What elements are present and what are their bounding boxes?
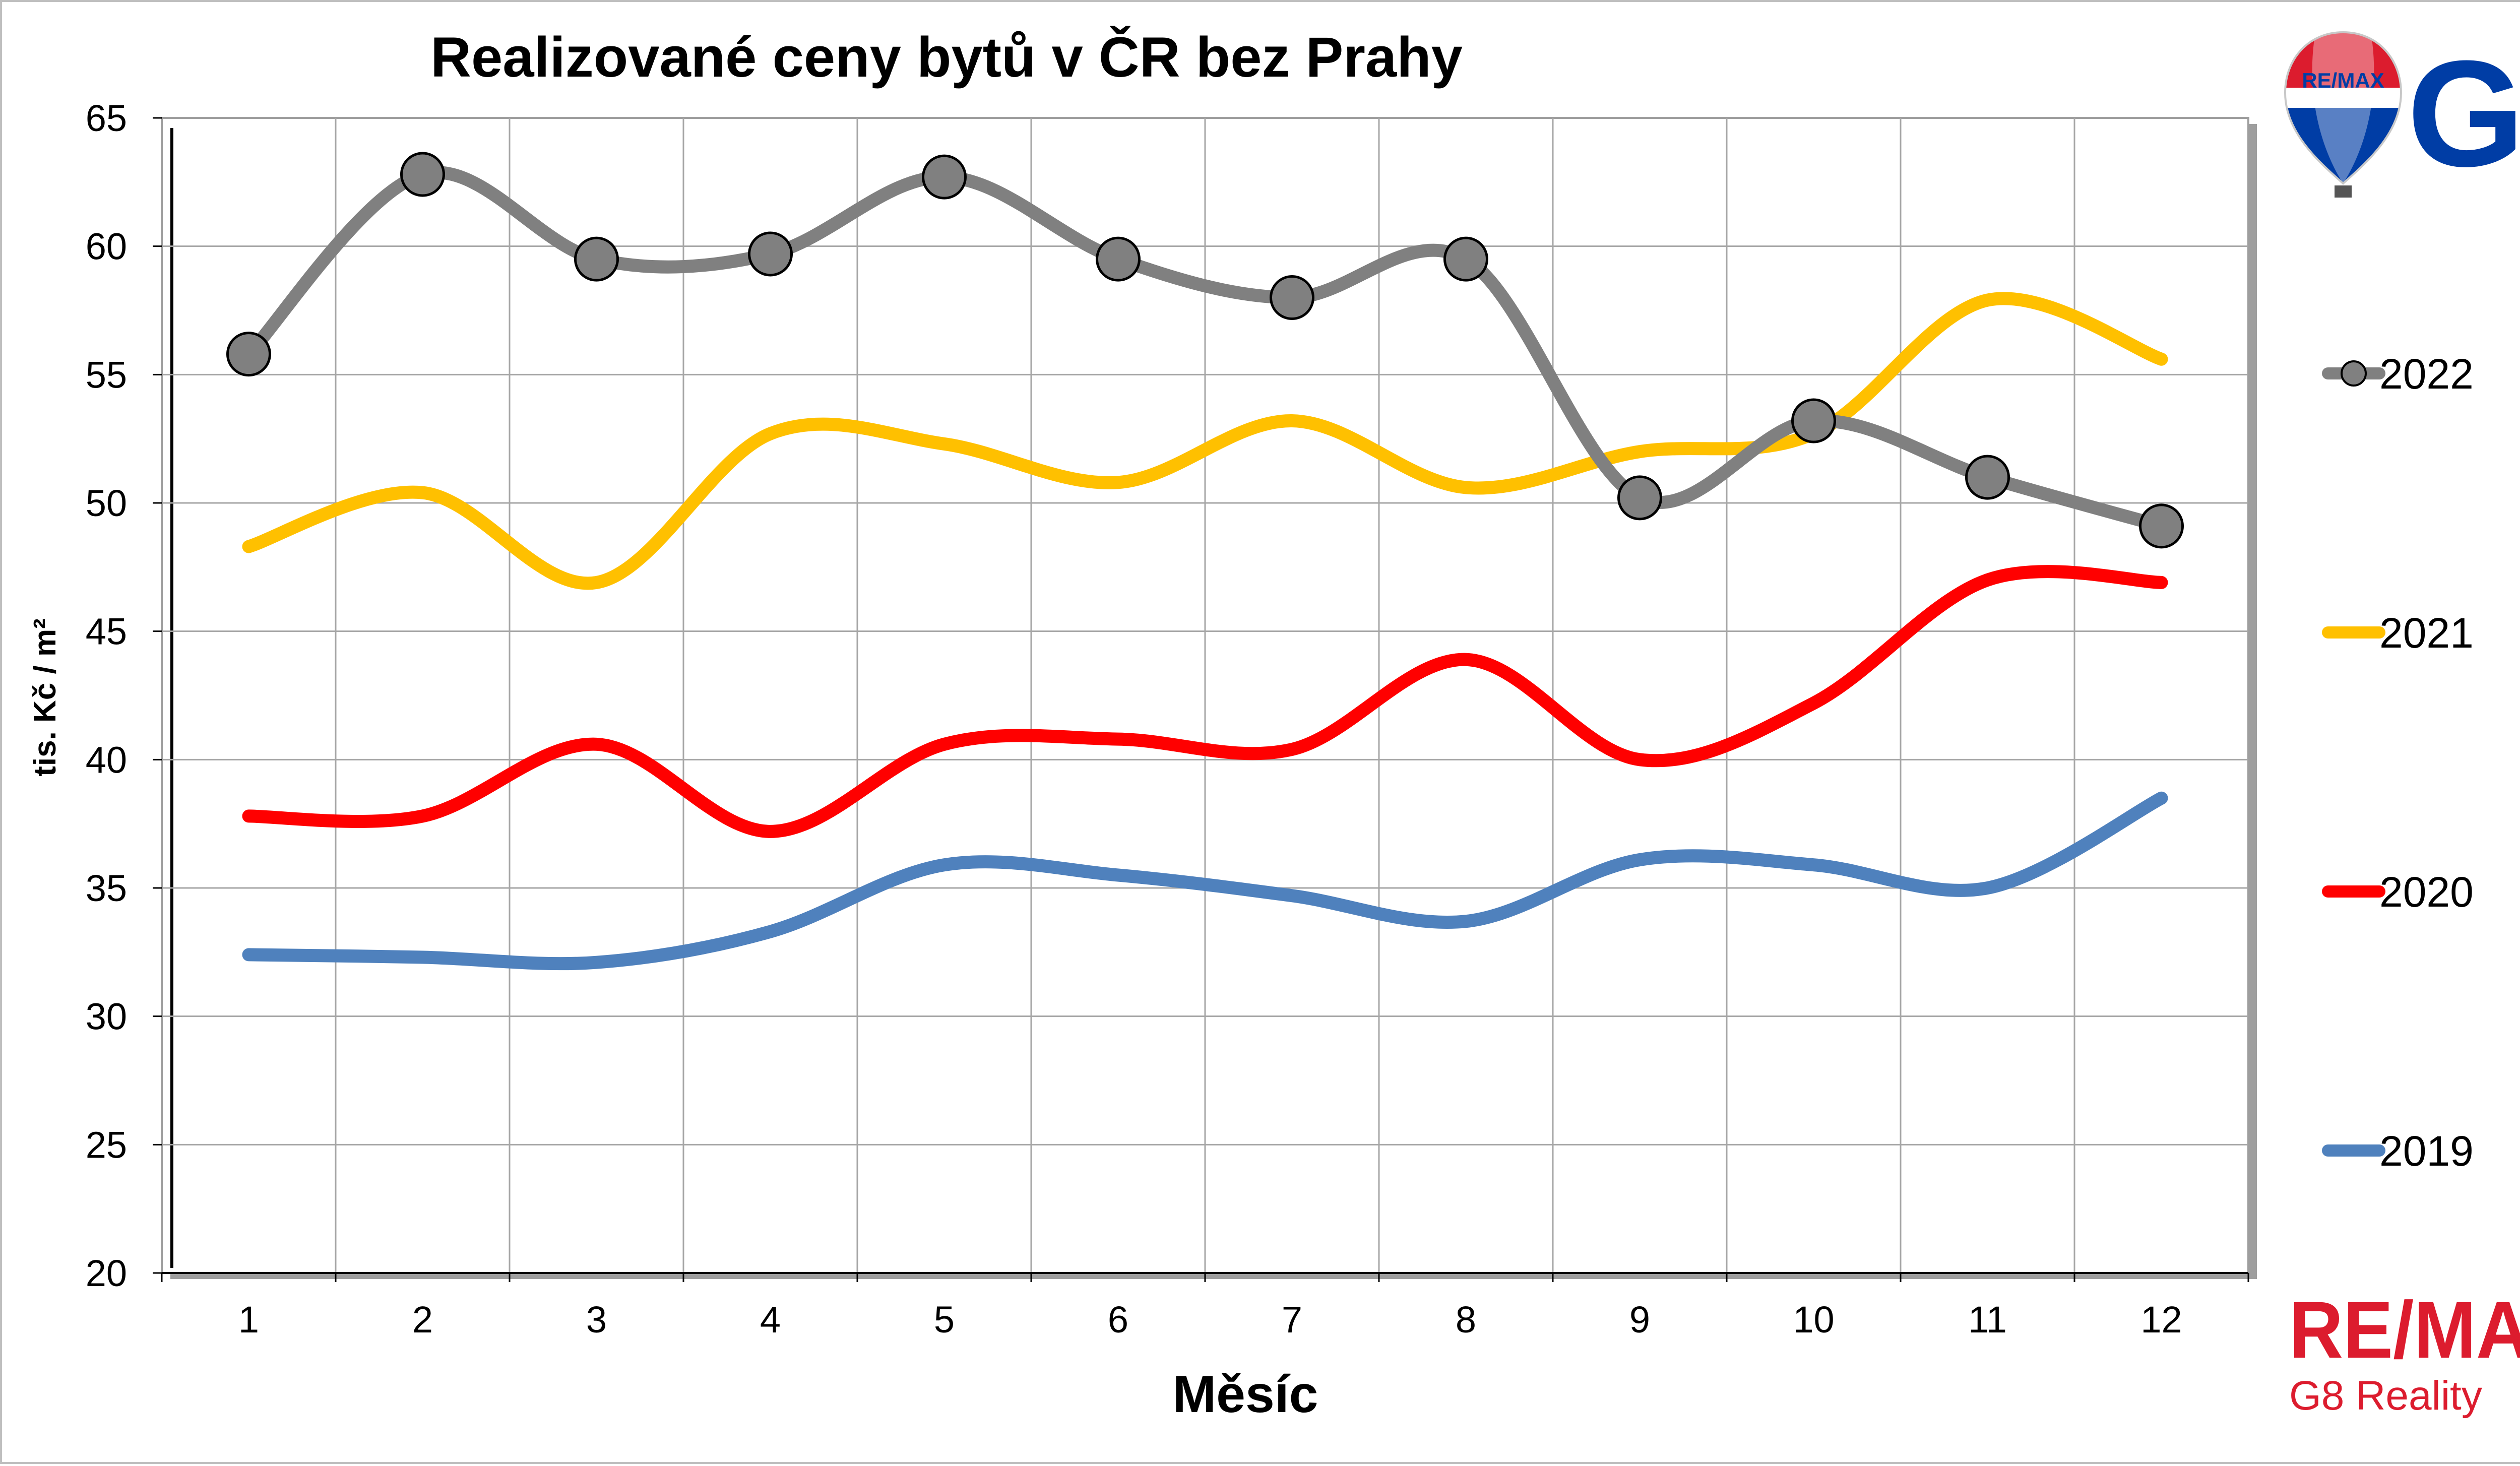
y-tick-label: 45 [86,611,127,653]
data-point-2022 [1096,236,1141,282]
x-tick-label: 4 [760,1299,781,1341]
remax-balloon-logo: RE/MAX [2284,31,2403,198]
data-point-2022 [1270,275,1314,321]
y-tick-label: 55 [86,354,127,396]
series-line-2019 [242,791,2168,971]
y-tick-label: 60 [86,226,127,268]
data-point-2022 [1617,475,1662,521]
legend: 2022 2021 2020 2019 [2322,350,2474,1175]
y-tick-label: 35 [86,867,127,909]
series-lines [226,152,2184,971]
legend-label-2019: 2019 [2379,1127,2474,1175]
data-point-2022 [574,236,619,282]
chart-title: Realizované ceny bytů v ČR bez Prahy [430,26,1463,89]
x-tick-label: 9 [1629,1299,1650,1341]
series-line-2020 [242,565,2168,838]
data-point-2022 [226,332,271,377]
x-tick-label: 7 [1282,1299,1302,1341]
x-tick-label: 5 [934,1299,955,1341]
data-point-2022 [1791,398,1836,443]
legend-label-2021: 2021 [2379,609,2474,657]
y-tick-label: 30 [86,996,127,1038]
g8-brand-mark: G8 [2407,29,2520,198]
data-point-2022 [400,152,445,197]
data-point-2022 [1443,236,1488,282]
axes [153,117,2249,1282]
x-tick-label: 12 [2140,1299,2182,1341]
x-tick-label: 11 [1968,1299,2007,1341]
y-tick-label: 50 [86,482,127,524]
data-point-2022 [1965,455,2010,500]
balloon-brand-text: RE/MAX [2302,69,2384,92]
x-tick-label: 10 [1793,1299,1834,1341]
data-point-2022 [748,231,793,277]
y-tick-label: 40 [86,739,127,781]
x-tick-label: 1 [238,1299,259,1341]
y-tick-label: 65 [86,97,127,139]
legend-label-2022: 2022 [2379,350,2474,398]
x-tick-label: 3 [586,1299,607,1341]
legend-marker-2022 [2341,360,2367,387]
y-axis-title: tis. Kč / m² [28,618,62,777]
y-tick-label: 25 [86,1124,127,1166]
g8-reality-tagline: G8 Reality [2289,1373,2482,1419]
data-point-2022 [2139,503,2184,549]
remax-wordmark: RE/MAX [2289,1285,2520,1375]
x-tick-label: 8 [1456,1299,1476,1341]
x-axis-title: Měsíc [1172,1365,1318,1424]
x-axis-ticks: 1 2 3 4 5 6 7 8 9 10 11 12 [238,1299,2182,1341]
y-tick-label: 20 [86,1252,127,1294]
x-tick-label: 2 [412,1299,433,1341]
legend-label-2020: 2020 [2379,868,2474,916]
x-tick-label: 6 [1108,1299,1128,1341]
data-point-2022 [922,154,967,200]
y-axis-ticks: 20 25 30 35 40 45 50 55 60 65 [86,97,127,1294]
